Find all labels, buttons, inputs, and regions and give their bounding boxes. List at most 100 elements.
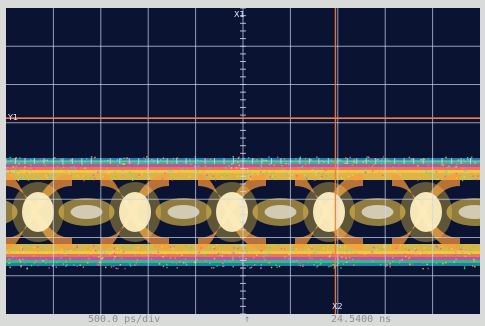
noise-speck (163, 158, 165, 161)
noise-speck (104, 252, 106, 254)
noise-speck (120, 260, 122, 262)
noise-speck (12, 255, 14, 258)
trigger-icon: ↑ (244, 314, 251, 325)
noise-speck (435, 262, 438, 265)
noise-speck (70, 166, 72, 169)
noise-speck (462, 167, 464, 169)
noise-speck (347, 176, 350, 178)
noise-speck (37, 165, 39, 167)
noise-speck (406, 261, 408, 263)
waveform-display[interactable]: Y1 X1 X2 (6, 8, 480, 314)
noise-speck (273, 171, 275, 173)
noise-speck (225, 167, 227, 169)
noise-speck (36, 175, 38, 178)
noise-speck (473, 258, 475, 261)
noise-speck (15, 157, 17, 159)
noise-speck (148, 166, 150, 168)
noise-speck (238, 156, 240, 158)
noise-speck (40, 255, 42, 258)
noise-speck (329, 255, 331, 257)
noise-speck (260, 250, 262, 252)
noise-speck (367, 248, 369, 250)
noise-speck (131, 162, 133, 164)
noise-speck (58, 256, 60, 258)
noise-speck (348, 256, 351, 259)
noise-speck (383, 246, 385, 248)
noise-speck (20, 266, 22, 268)
eye-opening-center (167, 205, 200, 219)
noise-speck (101, 258, 103, 260)
noise-speck (389, 266, 391, 268)
noise-speck (310, 159, 312, 161)
noise-speck (124, 267, 126, 270)
noise-speck (317, 265, 319, 267)
noise-speck (469, 176, 472, 178)
noise-speck (353, 264, 355, 266)
noise-speck (45, 175, 47, 177)
noise-speck (417, 179, 419, 181)
noise-speck (21, 248, 23, 250)
noise-speck (476, 255, 478, 257)
noise-speck (68, 173, 71, 175)
noise-speck (409, 263, 411, 266)
noise-speck (457, 159, 459, 161)
noise-speck (46, 177, 48, 179)
noise-speck (418, 261, 420, 263)
noise-speck (386, 265, 388, 267)
noise-speck (71, 172, 73, 174)
noise-speck (76, 175, 79, 177)
noise-speck (51, 175, 54, 177)
eye-crossing-glow (400, 182, 452, 242)
noise-speck (252, 179, 255, 181)
noise-speck (23, 168, 26, 171)
noise-speck (315, 174, 317, 176)
noise-speck (48, 267, 50, 269)
noise-speck (465, 244, 467, 246)
noise-speck (343, 245, 346, 248)
noise-speck (122, 174, 125, 176)
noise-speck (389, 263, 391, 265)
noise-speck (114, 175, 117, 177)
noise-speck (304, 174, 306, 176)
noise-speck (435, 171, 438, 173)
noise-speck (90, 156, 93, 158)
noise-speck (300, 262, 302, 264)
noise-speck (354, 252, 357, 255)
noise-speck (474, 266, 476, 268)
noise-speck (415, 253, 417, 256)
noise-speck (13, 176, 16, 178)
noise-speck (377, 158, 379, 161)
noise-speck (319, 263, 321, 265)
noise-speck (369, 256, 372, 258)
noise-speck (9, 156, 11, 159)
noise-speck (328, 266, 330, 268)
noise-speck (436, 176, 439, 179)
noise-speck (370, 158, 372, 161)
noise-speck (123, 157, 125, 159)
noise-speck (268, 156, 270, 158)
noise-speck (148, 177, 151, 180)
noise-speck (364, 253, 366, 255)
noise-speck (268, 170, 270, 172)
noise-speck (364, 171, 366, 173)
noise-speck (423, 160, 425, 163)
noise-speck (463, 159, 465, 161)
noise-speck (231, 250, 233, 252)
noise-speck (435, 245, 437, 247)
noise-speck (353, 159, 355, 161)
noise-speck (463, 176, 465, 178)
noise-speck (117, 267, 119, 270)
noise-speck (121, 257, 123, 260)
noise-speck (283, 158, 286, 160)
noise-speck (130, 162, 132, 164)
noise-speck (386, 158, 388, 160)
noise-speck (90, 176, 92, 179)
noise-speck (40, 248, 42, 250)
noise-speck (225, 166, 227, 168)
noise-speck (152, 161, 154, 163)
noise-speck (270, 173, 273, 175)
noise-speck (169, 257, 172, 259)
noise-speck (203, 253, 205, 256)
noise-speck (472, 246, 475, 248)
noise-speck (426, 253, 428, 255)
